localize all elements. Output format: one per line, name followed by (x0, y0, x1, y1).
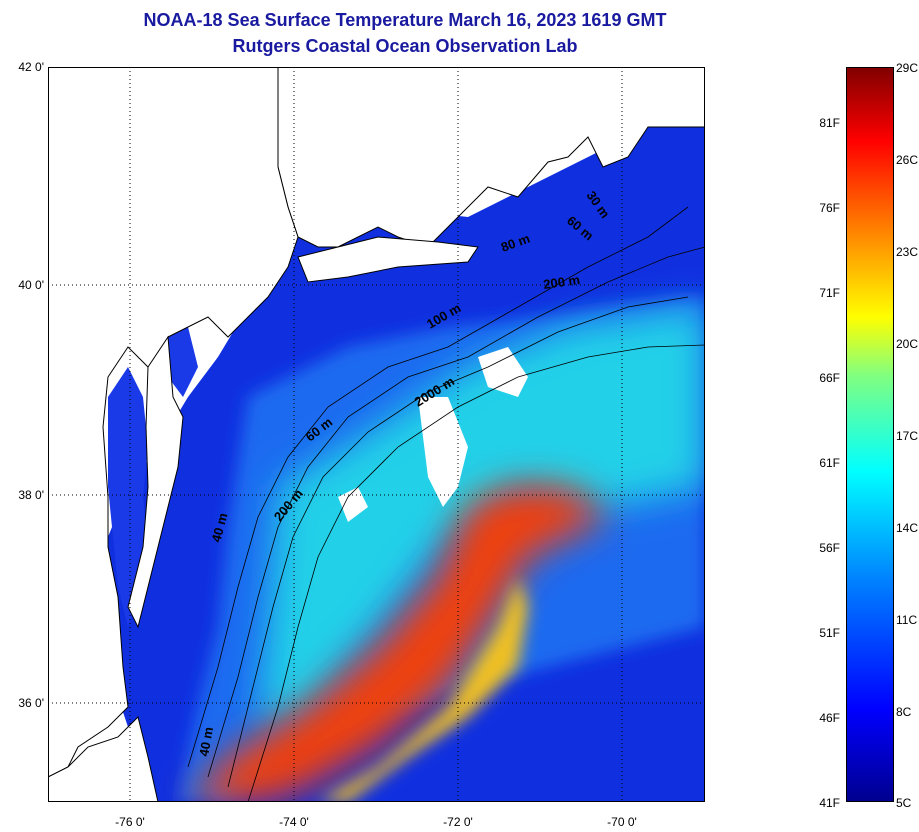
colorbar-f-label: 76F (819, 201, 840, 215)
lon-label: -70 0' (607, 815, 637, 829)
colorbar-f-label: 56F (819, 541, 840, 555)
colorbar-c-label: 23C (896, 245, 919, 259)
colorbar-c-label: 20C (896, 337, 919, 351)
cloud-gap (478, 347, 528, 397)
map-title: NOAA-18 Sea Surface Temperature March 16… (143, 10, 667, 30)
colorbar-f-label: 41F (819, 796, 840, 810)
colorbar-c-label: 17C (896, 429, 919, 443)
colorbar-c-label: 11C (896, 613, 918, 627)
map-subtitle: Rutgers Coastal Ocean Observation Lab (232, 36, 578, 56)
slope-water (258, 307, 705, 727)
colorbar-f-label: 46F (819, 711, 840, 725)
colorbar-f-label: 51F (819, 626, 840, 640)
colorbar-c-label: 14C (896, 521, 919, 535)
land-delmarva (127, 335, 184, 629)
contour-label: 40 m (208, 511, 230, 544)
graticule (48, 67, 705, 802)
contour-label: 40 m (196, 726, 216, 758)
temperature-colorbar (846, 67, 894, 802)
bathymetry-contours (187, 206, 705, 802)
colorbar-f-label: 81F (819, 116, 840, 130)
colorbar-f-label: 71F (819, 286, 840, 300)
lat-label: 40 0' (18, 278, 44, 292)
cloud-gap (418, 397, 468, 507)
land-new-england (277, 67, 705, 248)
gulf-stream-yellow (318, 577, 528, 802)
lat-label: 42 0' (18, 60, 44, 74)
colorbar-f-label: 66F (819, 371, 840, 385)
contour-label: 200 m (542, 272, 581, 292)
sst-map: 30 m 60 m 80 m 200 m 100 m 2000 m 60 m 2… (48, 67, 705, 802)
lon-label: -72 0' (443, 815, 473, 829)
colorbar-c-label: 8C (896, 705, 912, 719)
colorbar-c-label: 26C (896, 153, 919, 167)
lon-label: -76 0' (115, 815, 145, 829)
land-virginia-nc (48, 716, 159, 802)
delaware-bay (168, 327, 198, 397)
colorbar-c-label: 5C (896, 796, 912, 810)
lon-label: -74 0' (279, 815, 309, 829)
colorbar-f-label: 61F (819, 456, 840, 470)
cloud-gap (338, 487, 368, 522)
gulf-stream-warm (188, 487, 608, 802)
lat-label: 38 0' (18, 488, 44, 502)
lat-label: 36 0' (18, 696, 44, 710)
map-frame (48, 67, 705, 802)
chesapeake-bay (108, 367, 148, 627)
colorbar-c-label: 29C (896, 61, 919, 75)
land-long-island (297, 236, 479, 283)
